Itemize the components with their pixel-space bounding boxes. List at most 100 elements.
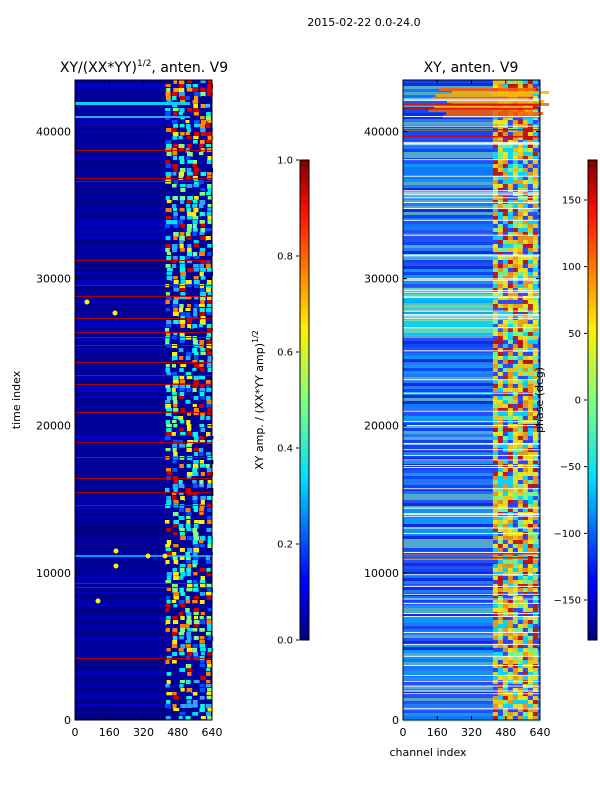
amplitude-bright-cell xyxy=(179,288,186,292)
phase-block-cell xyxy=(502,696,508,700)
amplitude-bright-cell xyxy=(165,212,171,217)
phase-block-cell xyxy=(502,184,508,188)
amplitude-bright-cell xyxy=(192,708,199,712)
phase-block-cell xyxy=(532,344,538,348)
phase-block-cell xyxy=(532,168,538,172)
amplitude-bright-cell xyxy=(192,368,197,372)
phase-block-cell xyxy=(527,272,533,276)
amplitude-texture-streak xyxy=(75,660,212,662)
amplitude-bright-cell xyxy=(165,660,170,665)
amplitude-bright-cell xyxy=(178,404,183,409)
amplitude-bright-cell xyxy=(206,224,212,228)
phase-white-line xyxy=(403,685,540,687)
phase-texture-streak xyxy=(403,485,540,488)
amplitude-bright-cell xyxy=(199,580,206,585)
phase-block-cell xyxy=(497,576,503,580)
phase-block-cell xyxy=(507,444,513,448)
phase-block-cell xyxy=(502,520,508,524)
phase-block-cell xyxy=(522,160,528,164)
phase-block-cell xyxy=(532,156,538,160)
phase-block-cell xyxy=(527,436,533,440)
amplitude-bright-cell xyxy=(200,172,206,177)
phase-block-cell xyxy=(502,260,508,264)
amplitude-bright-cell xyxy=(207,480,213,484)
phase-block-cell xyxy=(517,240,523,244)
amplitude-bright-cell xyxy=(179,204,185,209)
amplitude-bright-cell xyxy=(179,568,185,573)
phase-block-cell xyxy=(497,164,503,168)
phase-block-cell xyxy=(502,392,508,396)
amplitude-bright-cell xyxy=(179,368,184,373)
amplitude-bright-cell xyxy=(207,636,214,641)
amplitude-red-line xyxy=(75,492,212,493)
amplitude-bright-cell xyxy=(199,508,204,512)
phase-block-cell xyxy=(522,348,528,352)
amplitude-bright-cell xyxy=(179,392,185,397)
amplitude-bright-cell xyxy=(205,200,211,204)
phase-block-cell xyxy=(502,492,508,496)
amplitude-bright-cell xyxy=(186,236,192,241)
amplitude-bright-cell xyxy=(185,368,192,373)
amplitude-bright-cell xyxy=(165,524,171,528)
amplitude-bright-cell xyxy=(193,684,198,688)
amplitude-bright-cell xyxy=(185,556,191,561)
phase-white-line xyxy=(403,574,540,576)
phase-block-cell xyxy=(502,148,508,152)
phase-texture-streak xyxy=(403,350,540,353)
phase-xtick-label: 160 xyxy=(427,726,448,739)
amplitude-bright-cell xyxy=(207,612,213,617)
phase-mixed-band xyxy=(403,318,540,321)
amplitude-bright-cell xyxy=(180,184,186,188)
amplitude-texture-streak xyxy=(75,239,212,243)
phase-texture-streak xyxy=(403,437,540,440)
phase-block-cell xyxy=(517,164,523,168)
phase-block-cell xyxy=(507,248,513,252)
phase-block-cell xyxy=(497,388,503,392)
amplitude-ytick-label: 0 xyxy=(64,714,71,727)
phase-colorbar-tick-label: 50 xyxy=(568,329,581,340)
phase-block-cell xyxy=(522,180,528,184)
amplitude-bright-cell xyxy=(171,120,178,124)
phase-block-cell xyxy=(517,660,523,664)
phase-block-cell xyxy=(502,504,508,508)
amplitude-bright-cell xyxy=(186,632,191,637)
phase-block-cell xyxy=(517,700,523,704)
amplitude-bright-cell xyxy=(179,200,185,205)
amplitude-bright-cell xyxy=(185,712,191,717)
phase-block-cell xyxy=(512,184,518,188)
amplitude-bright-cell xyxy=(172,700,178,705)
phase-block-cell xyxy=(497,344,503,348)
phase-block-cell xyxy=(492,540,498,544)
phase-mixed-band xyxy=(403,294,540,297)
amplitude-bright-cell xyxy=(173,624,179,629)
phase-block-cell xyxy=(532,624,538,628)
phase-block-cell xyxy=(517,248,523,252)
amplitude-bright-cell xyxy=(166,424,172,428)
amplitude-bright-cell xyxy=(199,200,206,205)
phase-block-cell xyxy=(502,380,508,384)
phase-block-cell xyxy=(522,244,528,248)
amplitude-texture-streak xyxy=(75,675,212,678)
amplitude-bright-cell xyxy=(185,676,192,681)
phase-block-cell xyxy=(527,248,533,252)
amplitude-bright-cell xyxy=(185,624,190,629)
amplitude-bright-cell xyxy=(173,288,180,292)
amplitude-bright-cell xyxy=(179,444,186,448)
phase-block-cell xyxy=(522,252,528,256)
phase-block-cell xyxy=(527,296,533,300)
phase-block-cell xyxy=(497,352,503,356)
phase-block-cell xyxy=(532,416,538,420)
phase-block-cell xyxy=(527,440,533,444)
phase-block-cell xyxy=(497,672,503,676)
amplitude-bright-cell xyxy=(193,400,200,405)
phase-block-cell xyxy=(507,656,513,660)
phase-block-cell xyxy=(517,256,523,260)
amplitude-bright-cell xyxy=(179,588,184,593)
amplitude-bright-cell xyxy=(165,608,170,613)
phase-block-cell xyxy=(517,644,523,648)
phase-block-cell xyxy=(507,484,513,488)
amplitude-bright-cell xyxy=(185,308,191,312)
amplitude-bright-cell xyxy=(173,576,179,581)
phase-block-cell xyxy=(492,500,498,504)
phase-block-cell xyxy=(502,412,508,416)
